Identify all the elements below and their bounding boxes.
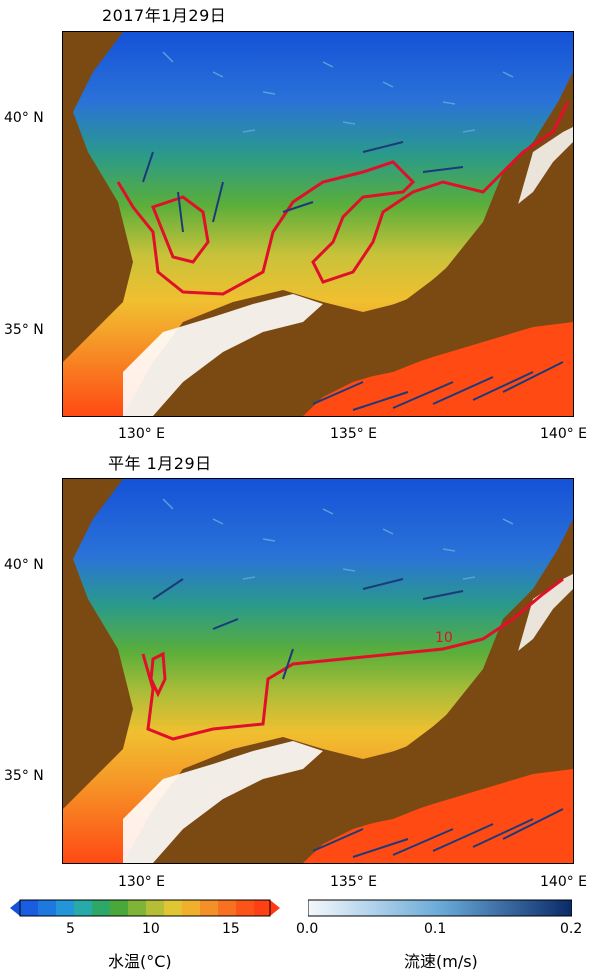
contour-10c — [116, 101, 570, 296]
speed-colorbar — [308, 899, 572, 917]
temperature-colorbar — [10, 899, 280, 917]
contour-label: 10 — [435, 630, 453, 646]
contour-10c-loop — [151, 195, 210, 264]
panel-1-lat-tick-35: 35° N — [4, 322, 44, 338]
panel-2-lon-tick-135: 135° E — [330, 874, 378, 890]
panel-1-lat-tick-40: 40° N — [4, 110, 44, 126]
current-vectors-light — [162, 51, 514, 133]
panel-2-lat-tick-40: 40° N — [4, 557, 44, 573]
temperature-colorbar-title: 水温(°C) — [108, 952, 172, 971]
speed-tick-02: 0.2 — [560, 921, 583, 937]
panel-1-lon-tick-140: 140° E — [540, 426, 588, 442]
temp-tick-15: 15 — [222, 921, 240, 937]
panel-1-title: 2017年1月29日 — [102, 6, 227, 25]
panel-1-lon-tick-135: 135° E — [330, 426, 378, 442]
speed-colorbar-title: 流速(m/s) — [404, 952, 478, 971]
speed-tick-0: 0.0 — [296, 921, 319, 937]
honshu-land — [173, 589, 573, 863]
sea-area — [63, 32, 573, 416]
panel-2-lat-tick-35: 35° N — [4, 768, 44, 784]
panel-2-lon-tick-130: 130° E — [118, 874, 166, 890]
panel-2-title: 平年 1月29日 — [108, 454, 212, 473]
sea-area — [63, 479, 573, 863]
nodata-strip — [123, 294, 323, 416]
contour-10c — [141, 577, 564, 741]
panel-2-lon-tick-140: 140° E — [540, 874, 588, 890]
panel-2-map: 10 — [62, 478, 574, 864]
panel-1-lon-tick-130: 130° E — [118, 426, 166, 442]
current-vectors — [152, 578, 564, 858]
panel-1-map — [62, 31, 574, 417]
current-vectors — [142, 141, 564, 411]
speed-tick-01: 0.1 — [424, 921, 447, 937]
temp-tick-5: 5 — [66, 921, 75, 937]
contour-10c-loop — [149, 651, 167, 698]
nodata-strip — [123, 741, 323, 863]
current-vectors-light — [162, 498, 514, 580]
temp-tick-10: 10 — [142, 921, 160, 937]
honshu-land — [173, 142, 573, 416]
panel-2-map-svg: 10 — [63, 479, 573, 863]
panel-1-map-svg — [63, 32, 573, 416]
